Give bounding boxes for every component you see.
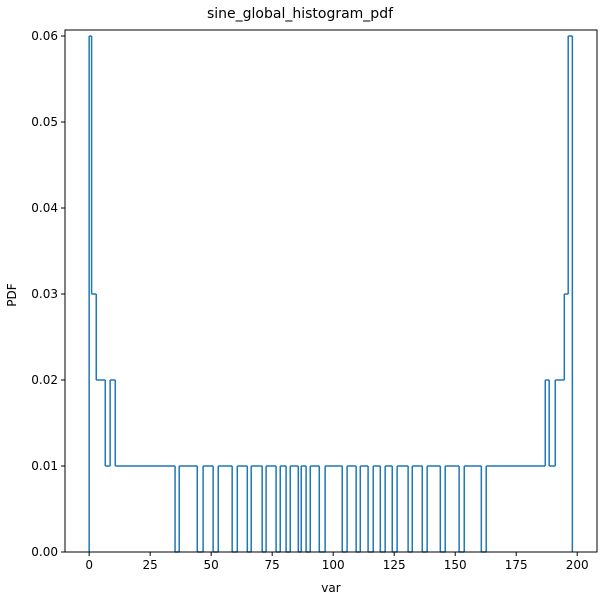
y-tick-label: 0.02	[31, 373, 58, 387]
x-tick-label: 150	[444, 558, 467, 572]
x-tick-label: 125	[383, 558, 406, 572]
y-tick-label: 0.06	[31, 29, 58, 43]
x-tick-label: 25	[143, 558, 158, 572]
plot-frame	[64, 29, 598, 553]
y-tick-label: 0.01	[31, 459, 58, 473]
x-tick-label: 0	[85, 558, 93, 572]
x-tick-label: 50	[204, 558, 219, 572]
y-tick-label: 0.03	[31, 287, 58, 301]
y-tick-label: 0.04	[31, 201, 58, 215]
chart-title: sine_global_histogram_pdf	[207, 6, 394, 22]
y-axis-label: PDF	[5, 283, 19, 306]
x-tick-label: 175	[505, 558, 528, 572]
x-tick-label: 75	[265, 558, 280, 572]
y-tick-label: 0.00	[31, 545, 58, 559]
x-tick-label: 200	[566, 558, 589, 572]
y-tick-label: 0.05	[31, 115, 58, 129]
x-axis-label: var	[321, 581, 340, 595]
x-tick-label: 100	[322, 558, 345, 572]
